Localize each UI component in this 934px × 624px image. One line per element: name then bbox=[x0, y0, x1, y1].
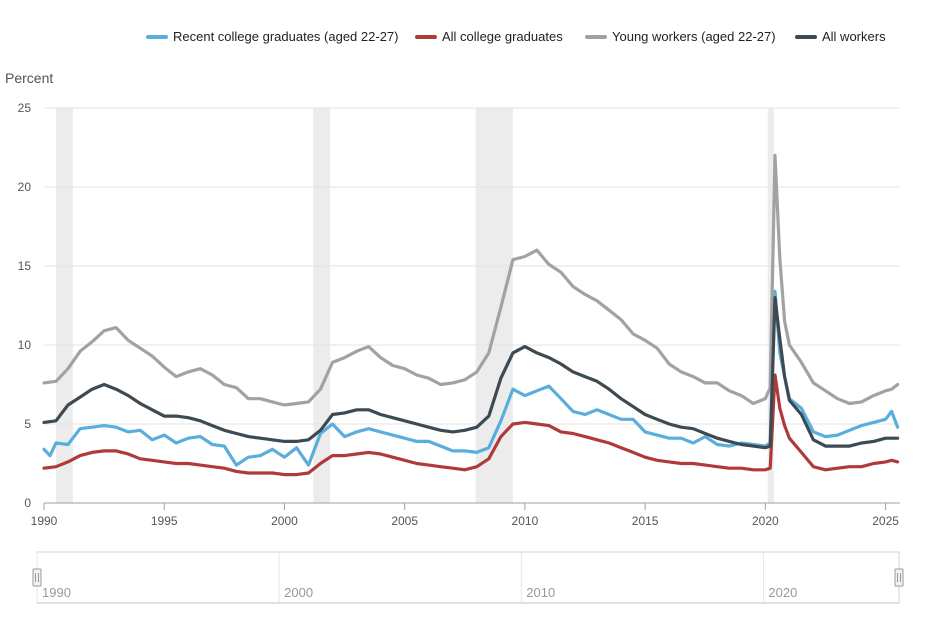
y-tick-label: 5 bbox=[24, 417, 31, 431]
y-axis: 0 5 10 15 20 25 bbox=[18, 101, 32, 510]
navigator-label: 1990 bbox=[42, 585, 71, 600]
series-line-all-college-graduates bbox=[42, 373, 900, 477]
y-tick-label: 25 bbox=[18, 101, 32, 115]
recession-band-2 bbox=[313, 108, 331, 503]
y-tick-label: 20 bbox=[18, 180, 32, 194]
legend-item-all-college-graduates[interactable]: All college graduates bbox=[415, 29, 563, 44]
gridlines bbox=[44, 107, 900, 425]
navigator-label: 2000 bbox=[284, 585, 313, 600]
y-axis-label: Percent bbox=[5, 70, 53, 86]
range-navigator[interactable]: 1990 2000 2010 2020 bbox=[32, 551, 904, 604]
x-tick-label: 1990 bbox=[31, 514, 58, 528]
x-tick-label: 2015 bbox=[632, 514, 659, 528]
navigator-end-handle[interactable] bbox=[894, 568, 904, 587]
legend-item-all-workers[interactable]: All workers bbox=[795, 29, 886, 44]
handle-grip[interactable] bbox=[32, 568, 42, 587]
navigator-start-handle[interactable] bbox=[32, 568, 42, 587]
x-tick-label: 2005 bbox=[391, 514, 418, 528]
y-tick-label: 0 bbox=[24, 496, 31, 510]
legend-label: Young workers (aged 22-27) bbox=[612, 29, 776, 44]
series-lines bbox=[42, 153, 900, 477]
navigator-label: 2020 bbox=[768, 585, 797, 600]
series-line-all-workers bbox=[42, 296, 900, 450]
navigator-label: 2010 bbox=[526, 585, 555, 600]
x-tick-label: 2025 bbox=[872, 514, 899, 528]
legend-label: All college graduates bbox=[442, 29, 563, 44]
x-tick-label: 2010 bbox=[512, 514, 539, 528]
recession-band-3 bbox=[475, 108, 513, 503]
y-tick-label: 10 bbox=[18, 338, 32, 352]
x-tick-label: 2000 bbox=[271, 514, 298, 528]
recession-shading bbox=[56, 108, 774, 503]
y-tick-label: 15 bbox=[18, 259, 32, 273]
x-axis: 1990 1995 2000 2005 2010 2015 2020 2025 bbox=[31, 502, 900, 528]
x-tick-label: 1995 bbox=[151, 514, 178, 528]
legend-label: Recent college graduates (aged 22-27) bbox=[173, 29, 398, 44]
legend-item-young-workers-aged-22-27[interactable]: Young workers (aged 22-27) bbox=[585, 29, 776, 44]
legend[interactable]: Recent college graduates (aged 22-27) All… bbox=[146, 29, 886, 44]
handle-grip[interactable] bbox=[894, 568, 904, 587]
legend-item-recent-college-graduates-aged-22-27[interactable]: Recent college graduates (aged 22-27) bbox=[146, 29, 398, 44]
legend-label: All workers bbox=[822, 29, 886, 44]
x-tick-label: 2020 bbox=[752, 514, 779, 528]
series-line-young-workers-aged-22-27 bbox=[42, 153, 900, 407]
